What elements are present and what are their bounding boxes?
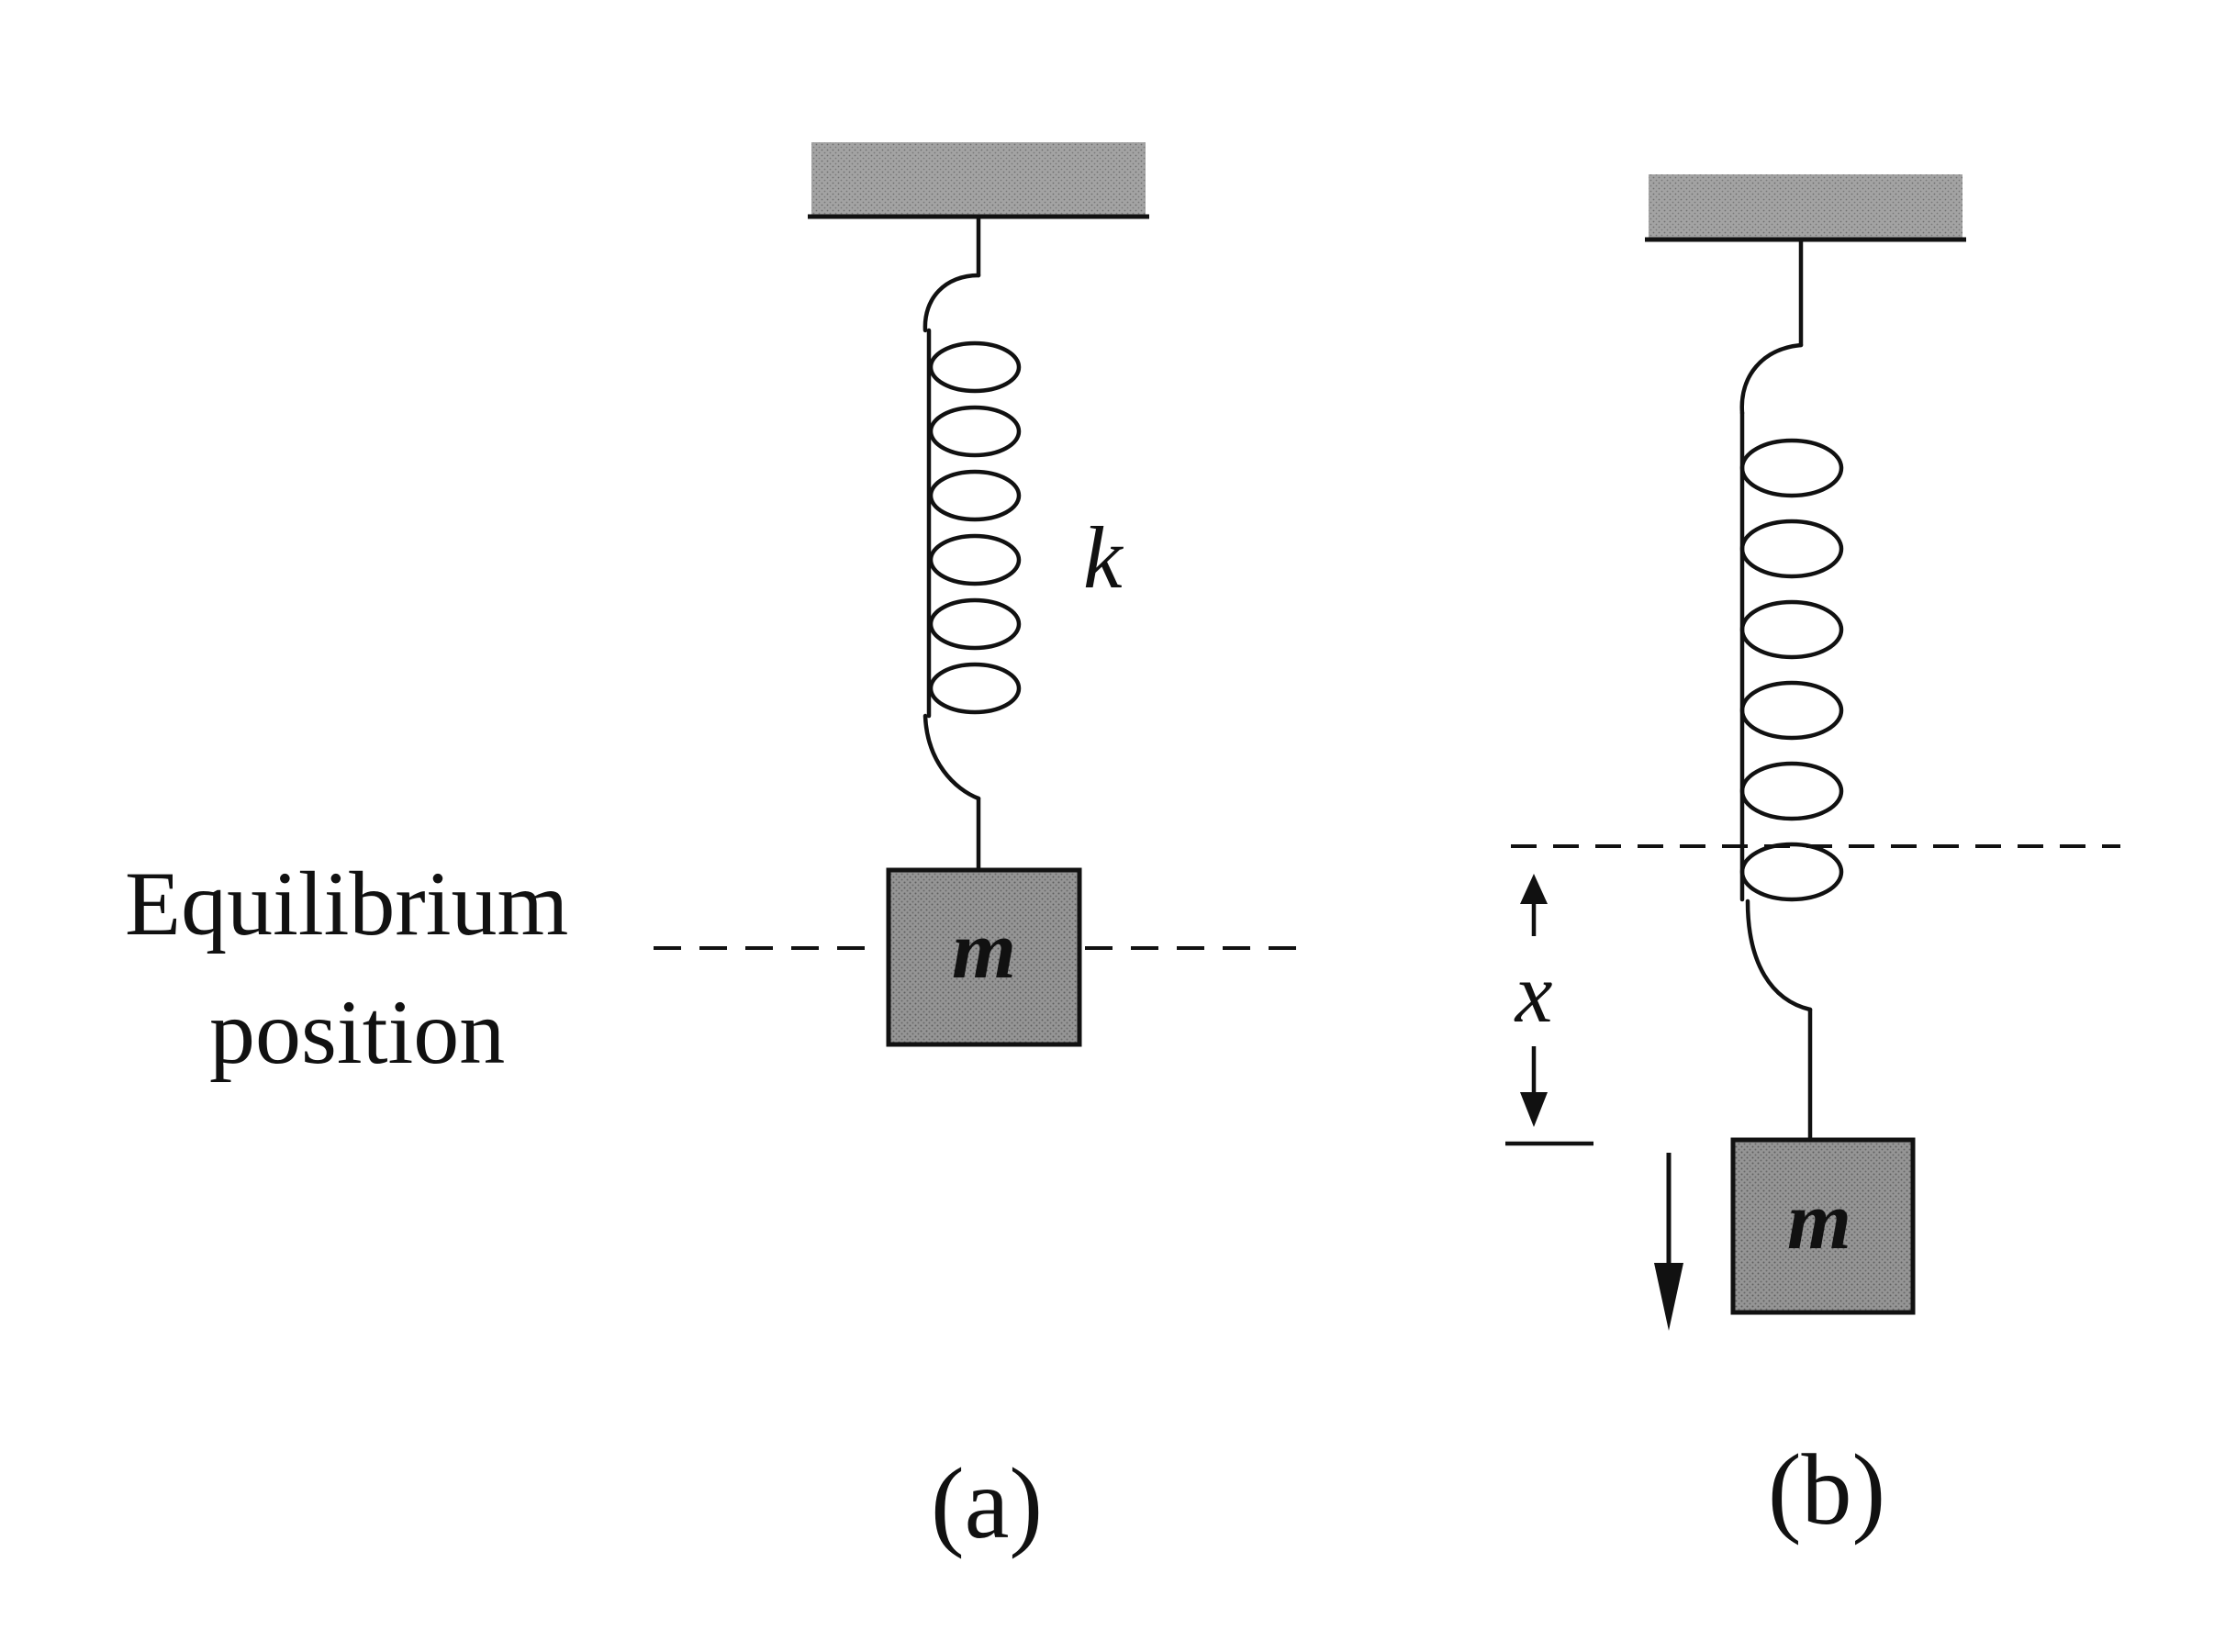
equilibrium-label-line2: position <box>209 981 505 1083</box>
panel-a: m k Equilibrium position (a) <box>125 142 1296 1559</box>
ceiling-support-b <box>1649 174 1962 239</box>
mass-block-b <box>1730 1137 1916 1315</box>
spring-a <box>922 214 1022 873</box>
equilibrium-label-line1: Equilibrium <box>125 853 568 954</box>
spring-b <box>1739 237 1844 1143</box>
mass-block-a <box>886 867 1082 1047</box>
panel-label-b: (b) <box>1768 1434 1885 1546</box>
ceiling-support-a <box>811 142 1146 216</box>
panel-label-a: (a) <box>931 1447 1043 1559</box>
displacement-label: x <box>1514 946 1553 1040</box>
displacement-dimension <box>1505 874 1593 1146</box>
mass-label-a: m <box>952 905 1016 996</box>
mass-label-b: m <box>1787 1176 1851 1267</box>
panel-b: m x (b) <box>1505 174 2120 1546</box>
spring-constant-label: k <box>1083 508 1124 607</box>
downward-motion-arrow <box>1654 1153 1683 1331</box>
